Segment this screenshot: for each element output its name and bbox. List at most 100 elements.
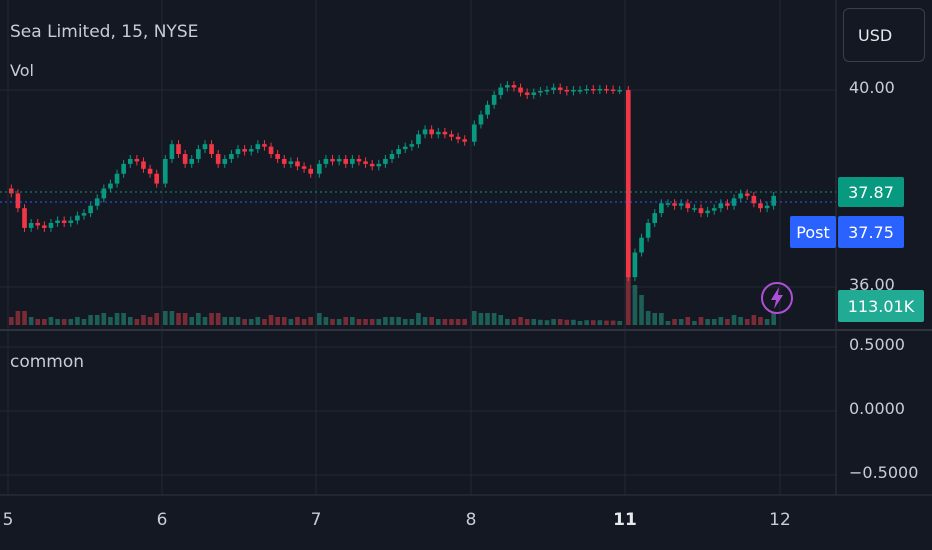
candle-body-62 [422, 129, 428, 135]
candle-body-64 [435, 131, 441, 135]
volume-bar-92 [625, 245, 631, 325]
candle-body-102 [692, 208, 697, 210]
candle-body-110 [744, 193, 750, 196]
candle-body-61 [416, 134, 421, 145]
volume-bar-114 [771, 313, 777, 325]
volume-bar-75 [511, 319, 517, 325]
volume-bar-71 [485, 313, 490, 325]
volume-bar-14 [101, 313, 107, 325]
volume-bar-40 [275, 317, 280, 325]
candle-body-103 [698, 208, 704, 214]
volume-bar-29 [202, 317, 208, 325]
candle-body-13 [94, 198, 100, 206]
candle-body-96 [652, 213, 658, 223]
candle-body-23 [162, 158, 168, 184]
volume-bar-9 [68, 319, 74, 325]
volume-bar-73 [498, 315, 504, 325]
candle-body-14 [101, 188, 107, 199]
volume-bar-95 [645, 311, 651, 325]
volume-bar-68 [462, 319, 468, 325]
x-tick-5: 5 [2, 510, 14, 530]
candle-body-74 [505, 85, 510, 88]
candle-body-32 [222, 158, 228, 164]
volume-bar-100 [678, 319, 684, 325]
volume-bar-91 [617, 321, 623, 325]
volume-bar-76 [518, 317, 523, 325]
candle-body-31 [215, 154, 221, 164]
candle-body-72 [491, 94, 497, 105]
candle-body-65 [442, 131, 448, 135]
candle-body-81 [551, 87, 556, 90]
grid-lines [0, 0, 932, 496]
candle-body-12 [88, 205, 93, 214]
volume-bar-41 [281, 317, 287, 325]
candle-body-113 [764, 205, 770, 209]
candle-body-105 [711, 208, 717, 211]
candle-body-90 [610, 89, 616, 92]
volume-bar-13 [94, 315, 100, 325]
common-indicator-label[interactable]: common [10, 352, 85, 372]
volume-bar-108 [731, 315, 737, 325]
candle-body-2 [22, 208, 27, 228]
volume-bar-55 [376, 319, 382, 325]
candle-body-106 [718, 203, 724, 209]
candle-body-11 [81, 213, 87, 216]
candle-body-97 [659, 203, 664, 214]
volume-indicator-label[interactable]: Vol [10, 61, 34, 80]
candle-body-91 [617, 90, 623, 92]
volume-bar-102 [692, 321, 697, 325]
volume-bar-61 [416, 313, 421, 325]
candle-body-37 [255, 144, 261, 150]
candle-body-40 [275, 154, 280, 159]
candle-body-108 [731, 198, 737, 206]
candle-body-24 [169, 144, 175, 159]
volume-bar-96 [652, 313, 658, 325]
price-guides [0, 191, 836, 203]
volume-bar-42 [288, 319, 294, 325]
volume-bar-59 [402, 319, 408, 325]
volume-bar-111 [751, 315, 757, 325]
candle-body-3 [28, 222, 34, 228]
candle-body-94 [639, 237, 644, 253]
volume-bar-6 [48, 317, 54, 325]
post-market-price-tag: 37.75 [838, 216, 904, 248]
candle-body-28 [196, 149, 201, 159]
volume-bar-2 [22, 311, 27, 325]
volume-bar-15 [108, 317, 113, 325]
volume-bar-0 [8, 317, 14, 325]
volume-bar-21 [147, 317, 153, 325]
volume-bar-37 [255, 317, 261, 325]
volume-bar-3 [28, 317, 34, 325]
candle-body-57 [389, 154, 395, 159]
volume-bar-28 [196, 313, 201, 325]
candle-body-111 [751, 195, 757, 204]
volume-bar-10 [75, 317, 80, 325]
volume-bar-112 [758, 317, 763, 325]
x-tick-8: 8 [465, 510, 477, 530]
price-tick-36: 36.00 [849, 275, 895, 294]
candle-body-70 [478, 114, 484, 125]
candle-body-71 [485, 104, 490, 115]
volume-bar-22 [154, 313, 160, 325]
candle-body-27 [189, 158, 195, 164]
volume-bar-88 [597, 320, 603, 325]
candle-body-80 [544, 90, 550, 92]
currency-button[interactable]: USD [843, 8, 925, 62]
candle-body-66 [449, 134, 454, 137]
candle-body-19 [134, 158, 140, 162]
volume-bar-74 [505, 319, 510, 325]
x-tick-7: 7 [310, 510, 322, 530]
volume-bar-4 [35, 319, 41, 325]
candle-body-77 [524, 92, 530, 95]
volume-bar-25 [176, 313, 181, 325]
candle-body-46 [316, 163, 322, 174]
volume-bar-32 [222, 317, 228, 325]
candle-body-114 [771, 195, 777, 206]
lightning-bolt-icon[interactable] [760, 281, 794, 315]
volume-bar-26 [182, 313, 188, 325]
volume-bar-17 [121, 313, 126, 325]
symbol-title[interactable]: Sea Limited, 15, NYSE [10, 22, 199, 42]
candle-body-87 [590, 89, 596, 91]
candle-body-29 [202, 144, 208, 150]
